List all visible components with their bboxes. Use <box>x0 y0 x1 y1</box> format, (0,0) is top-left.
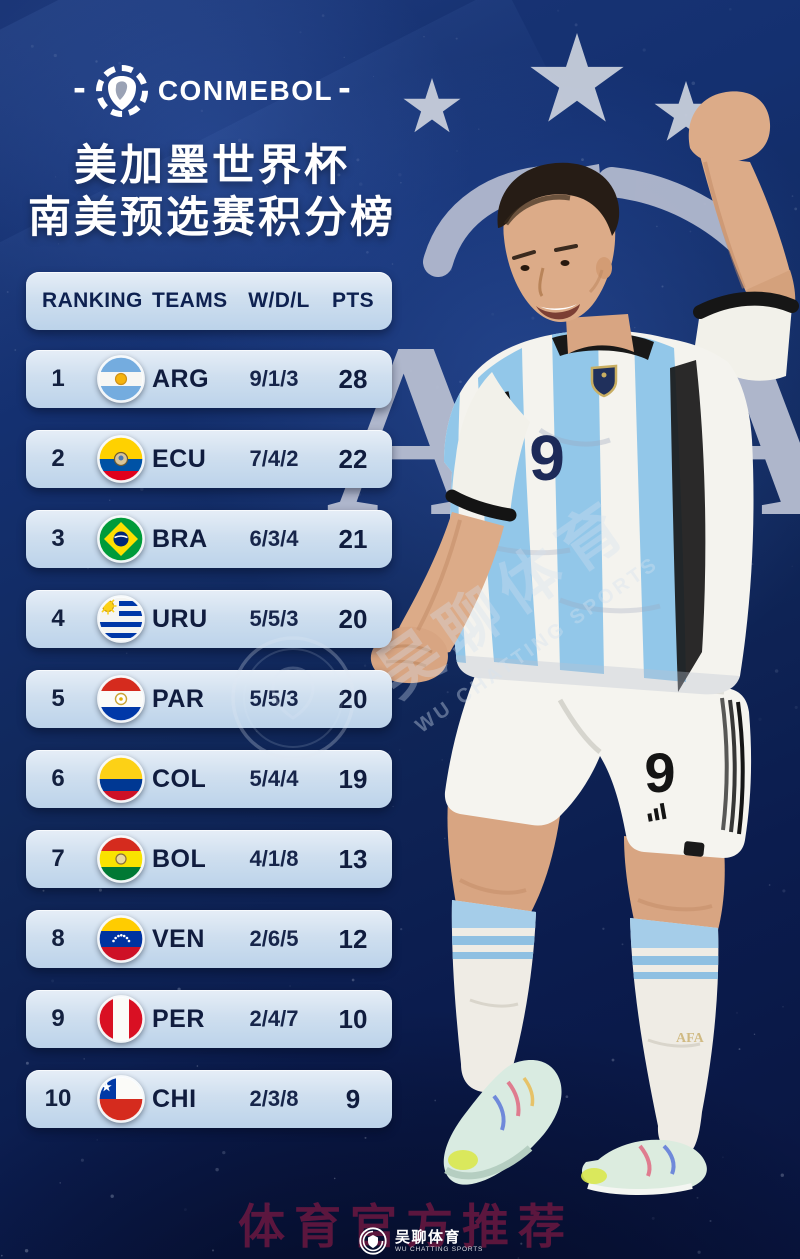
flag-cell <box>90 435 152 483</box>
rank-cell: 8 <box>51 925 65 952</box>
flag-cell <box>90 1075 152 1123</box>
wdl-cell: 7/4/2 <box>249 446 299 471</box>
pts-cell: 21 <box>338 523 368 554</box>
title-line2: 南美预选赛积分榜 <box>28 194 396 243</box>
flag-brazil-icon <box>97 515 145 563</box>
wdl-cell: 6/3/4 <box>249 526 299 551</box>
flag-venezuela-icon <box>97 915 145 963</box>
rank-cell: 5 <box>51 685 65 712</box>
page-title: 美加墨世界杯 南美预选赛积分榜 <box>2 140 422 245</box>
rank-cell: 3 <box>51 525 65 552</box>
table-row: 8 VEN 2/6/5 12 <box>26 910 392 968</box>
table-header: RANKING TEAMS W/D/L PTS <box>26 272 392 330</box>
flag-cell <box>90 595 152 643</box>
footer-logo: 吴聊体育 WU CHATTING SPORTS <box>358 1226 483 1256</box>
flag-peru-icon <box>97 995 145 1043</box>
rank-cell: 9 <box>51 1005 65 1032</box>
bottom-banner-text: 体育官方推荐 <box>238 1202 574 1254</box>
team-cell: BOL <box>152 844 207 873</box>
rank-cell: 10 <box>44 1085 72 1112</box>
pts-cell: 22 <box>338 443 368 474</box>
team-cell: URU <box>152 604 208 633</box>
pts-cell: 13 <box>338 843 368 874</box>
team-cell: PAR <box>152 684 205 713</box>
flag-cell <box>90 675 152 723</box>
flag-chile-icon <box>97 1075 145 1123</box>
wdl-cell: 5/5/3 <box>249 686 299 711</box>
pts-cell: 10 <box>338 1003 368 1034</box>
team-cell: COL <box>152 764 207 793</box>
brand-dash-right: - <box>338 67 351 109</box>
flag-cell <box>90 835 152 883</box>
pts-cell: 20 <box>338 683 368 714</box>
footer-en: WU CHATTING SPORTS <box>395 1245 484 1253</box>
team-cell: VEN <box>152 924 205 953</box>
flag-cell <box>90 355 152 403</box>
wdl-cell: 2/6/5 <box>249 926 299 951</box>
table-row: 2 ECU 7/4/2 22 <box>26 430 392 488</box>
conmebol-emblem-icon <box>95 65 148 117</box>
wdl-cell: 4/1/8 <box>249 846 299 871</box>
team-cell: PER <box>152 1004 205 1033</box>
table-row: 6 COL 5/4/4 19 <box>26 750 392 808</box>
rank-cell: 1 <box>51 365 65 392</box>
flag-cell <box>90 755 152 803</box>
header-teams: TEAMS <box>152 289 228 312</box>
brand-dash-left: - <box>73 67 86 109</box>
flag-cell <box>90 995 152 1043</box>
wdl-cell: 9/1/3 <box>249 366 299 391</box>
header-pts: PTS <box>331 289 375 312</box>
table-row: 4 URU 5/5/3 20 <box>26 590 392 648</box>
team-cell: BRA <box>152 524 208 553</box>
table-row: 5 PAR 5/5/3 20 <box>26 670 392 728</box>
pts-cell: 20 <box>338 603 368 634</box>
rank-cell: 4 <box>51 605 65 632</box>
title-line1: 美加墨世界杯 <box>74 142 350 190</box>
table-row: 9 PER 2/4/7 10 <box>26 990 392 1048</box>
flag-paraguay-icon <box>97 675 145 723</box>
pts-cell: 9 <box>345 1083 361 1114</box>
rank-cell: 7 <box>51 845 65 872</box>
table-row: 1 ARG 9/1/3 28 <box>26 350 392 408</box>
header-wdl: W/D/L <box>248 289 310 312</box>
wdl-cell: 5/4/4 <box>249 766 299 791</box>
wdl-cell: 5/5/3 <box>249 606 299 631</box>
standings-table: RANKING TEAMS W/D/L PTS 1 ARG 9/1/3 28 2 EC… <box>26 272 392 1150</box>
brand-name: CONMEBOL <box>157 75 334 106</box>
flag-cell <box>90 515 152 563</box>
pts-cell: 12 <box>338 923 368 954</box>
table-row: 3 BRA 6/3/4 21 <box>26 510 392 568</box>
flag-colombia-icon <box>97 755 145 803</box>
flag-cell <box>90 915 152 963</box>
table-body: 1 ARG 9/1/3 28 2 ECU 7/4/2 22 3 BRA 6/3/4 21 4 UR… <box>26 350 392 1128</box>
flag-ecuador-icon <box>97 435 145 483</box>
pts-cell: 19 <box>338 763 368 794</box>
header-ranking: RANKING <box>42 289 143 312</box>
rank-cell: 6 <box>51 765 65 792</box>
footer-cn: 吴聊体育 <box>395 1228 462 1246</box>
table-row: 7 BOL 4/1/8 13 <box>26 830 392 888</box>
flag-bolivia-icon <box>97 835 145 883</box>
wdl-cell: 2/4/7 <box>249 1006 299 1031</box>
team-cell: ECU <box>152 444 207 473</box>
wdl-cell: 2/3/8 <box>249 1086 299 1111</box>
footer-text: 吴聊体育 WU CHATTING SPORTS <box>395 1229 483 1254</box>
flag-uruguay-icon <box>97 595 145 643</box>
flag-argentina-icon <box>97 355 145 403</box>
conmebol-logo-row: - CONMEBOL - <box>24 64 400 118</box>
footer-logo-icon <box>359 1227 387 1255</box>
pts-cell: 28 <box>338 363 368 394</box>
team-cell: CHI <box>152 1084 197 1113</box>
table-row: 10 CHI 2/3/8 9 <box>26 1070 392 1128</box>
rank-cell: 2 <box>51 445 65 472</box>
team-cell: ARG <box>152 364 210 393</box>
